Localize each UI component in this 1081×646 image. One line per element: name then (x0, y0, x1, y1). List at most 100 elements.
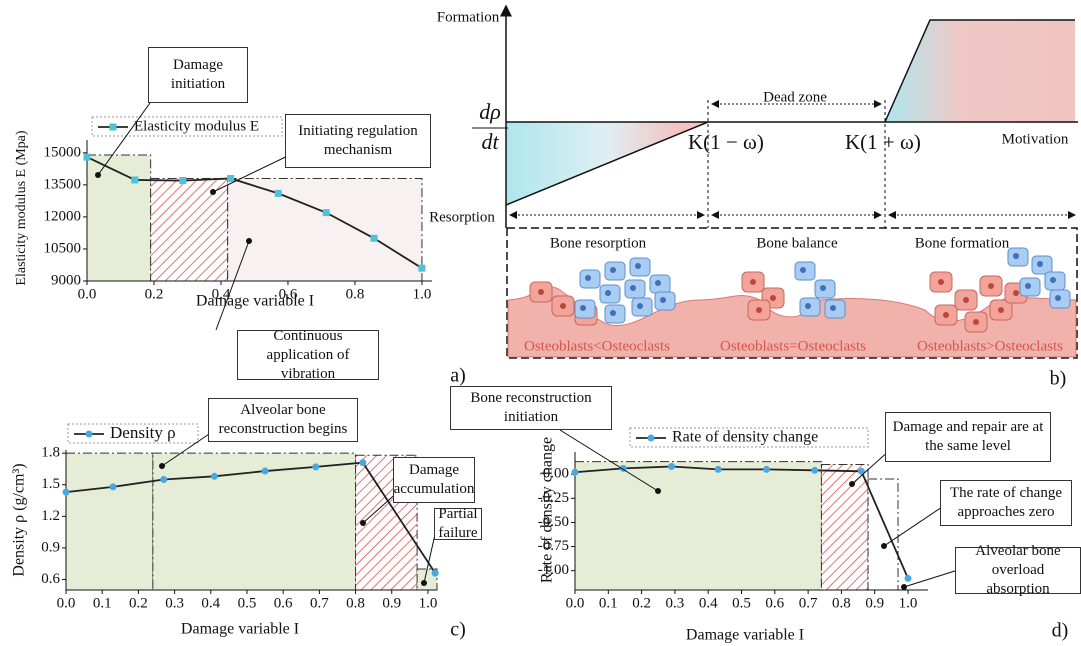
legend-label: Elasticity modulus E (134, 118, 259, 134)
x-tick-label: 0.5 (732, 595, 751, 611)
x-axis-title: Damage variable I (686, 627, 804, 644)
y-tick-label: -0.25 (538, 490, 569, 506)
nucleus (660, 297, 666, 303)
cells (529, 247, 1071, 333)
x-tick-label: 1.0 (419, 595, 438, 611)
x-tick-label: 0.7 (799, 595, 818, 611)
panel-label: a) (450, 365, 466, 387)
marker (714, 465, 722, 473)
nucleus (943, 312, 949, 318)
nucleus (630, 285, 636, 291)
annotation-dot (360, 520, 366, 526)
stage-label: Bone resorption (550, 235, 647, 251)
formation-label: Formation (437, 9, 500, 25)
y-tick-label: 1.2 (41, 508, 60, 524)
annotation: Alveolar bone overload absorption (955, 543, 1081, 597)
panel-label: b) (1050, 368, 1067, 390)
y-axis-title: Elasticity modulus E (Mpa) (14, 130, 29, 285)
legend-box (629, 427, 869, 448)
nucleus (605, 290, 611, 296)
marker (571, 468, 579, 476)
y-axis-title: Density ρ (g/cm³) (11, 463, 28, 576)
marker (261, 467, 269, 475)
annotation-dot (246, 238, 252, 244)
marker (274, 189, 282, 197)
x-tick-label: 0.5 (238, 595, 257, 611)
nucleus (973, 319, 979, 325)
nucleus (610, 267, 616, 273)
threshold-high: K(1 + ω) (845, 130, 921, 154)
annotation: Damage accumulation (393, 457, 475, 503)
x-tick-label: 0.6 (765, 595, 784, 611)
y-tick-label: 9000 (51, 272, 81, 288)
annotation-dot (95, 172, 101, 178)
x-tick-label: 0.4 (699, 595, 718, 611)
marker (668, 462, 676, 470)
panel-b: Formation Resorption dρ dt Motivation De… (429, 4, 1078, 390)
y-tick-label: 0.9 (41, 539, 60, 555)
resorption-label: Resorption (429, 209, 495, 225)
state-label: Osteoblasts<Osteoclasts (524, 338, 670, 354)
x-tick-label: 0.3 (165, 595, 184, 611)
marker (83, 153, 91, 161)
x-tick-label: 0.8 (832, 595, 851, 611)
y-tick-label: 1.5 (41, 476, 60, 492)
x-tick-label: 0.1 (599, 595, 618, 611)
annotation-dot (159, 463, 165, 469)
x-axis-title: Damage variable I (181, 621, 299, 638)
nucleus (560, 303, 566, 309)
y-tick-label: -0.50 (538, 514, 569, 530)
nucleus (1025, 283, 1031, 289)
x-tick-label: 0.0 (78, 286, 97, 302)
x-tick-label: 0.4 (201, 595, 220, 611)
annotation: Continuous application of vibration (237, 328, 379, 382)
nucleus (938, 279, 944, 285)
dead-zone-label: Dead zone (763, 89, 827, 105)
x-axis-title: Damage variable I (196, 293, 314, 310)
series-line (86, 156, 423, 269)
y-tick-label: 10500 (44, 240, 82, 256)
annotation-pointer (559, 429, 659, 492)
marker (370, 234, 378, 242)
nucleus (830, 305, 836, 311)
x-tick-label: 1.0 (413, 286, 432, 302)
nucleus (538, 289, 544, 295)
nucleus (1037, 261, 1043, 267)
region (150, 177, 229, 282)
nucleus (963, 297, 969, 303)
derivative-numerator: dρ (479, 99, 501, 124)
marker (312, 463, 320, 471)
annotation-dot (210, 189, 216, 195)
annotation: Bone reconstruction initiation (450, 386, 612, 430)
annotation-pointer (97, 102, 151, 176)
region (227, 177, 423, 282)
annotation-pointer (903, 569, 959, 588)
x-tick-label: 0.7 (310, 595, 329, 611)
state-label: Osteoblasts>Osteoclasts (917, 338, 1063, 354)
marker (160, 475, 168, 483)
state-label: Osteoblasts=Osteoclasts (720, 338, 866, 354)
nucleus (655, 280, 661, 286)
series-line (65, 461, 436, 574)
nucleus (756, 307, 762, 313)
x-tick-label: 0.8 (346, 595, 365, 611)
annotation-dot (881, 543, 887, 549)
nucleus (750, 279, 756, 285)
nucleus (637, 303, 643, 309)
motivation-label: Motivation (1002, 131, 1069, 147)
nucleus (770, 295, 776, 301)
x-tick-label: 0.2 (632, 595, 651, 611)
annotation: Alveolar bone reconstruction begins (208, 398, 358, 442)
x-tick-label: 0.2 (145, 286, 164, 302)
y-axis-title: Rate of density change (539, 437, 556, 583)
annotation-dot (655, 488, 661, 494)
marker (131, 176, 139, 184)
nucleus (1050, 277, 1056, 283)
region (65, 452, 154, 591)
legend-label: Rate of density change (672, 429, 818, 446)
response-line (505, 121, 709, 206)
marker (857, 467, 865, 475)
x-tick-label: 0.8 (346, 286, 365, 302)
x-tick-label: 0.9 (382, 595, 401, 611)
y-tick-label: 1.8 (41, 445, 60, 461)
